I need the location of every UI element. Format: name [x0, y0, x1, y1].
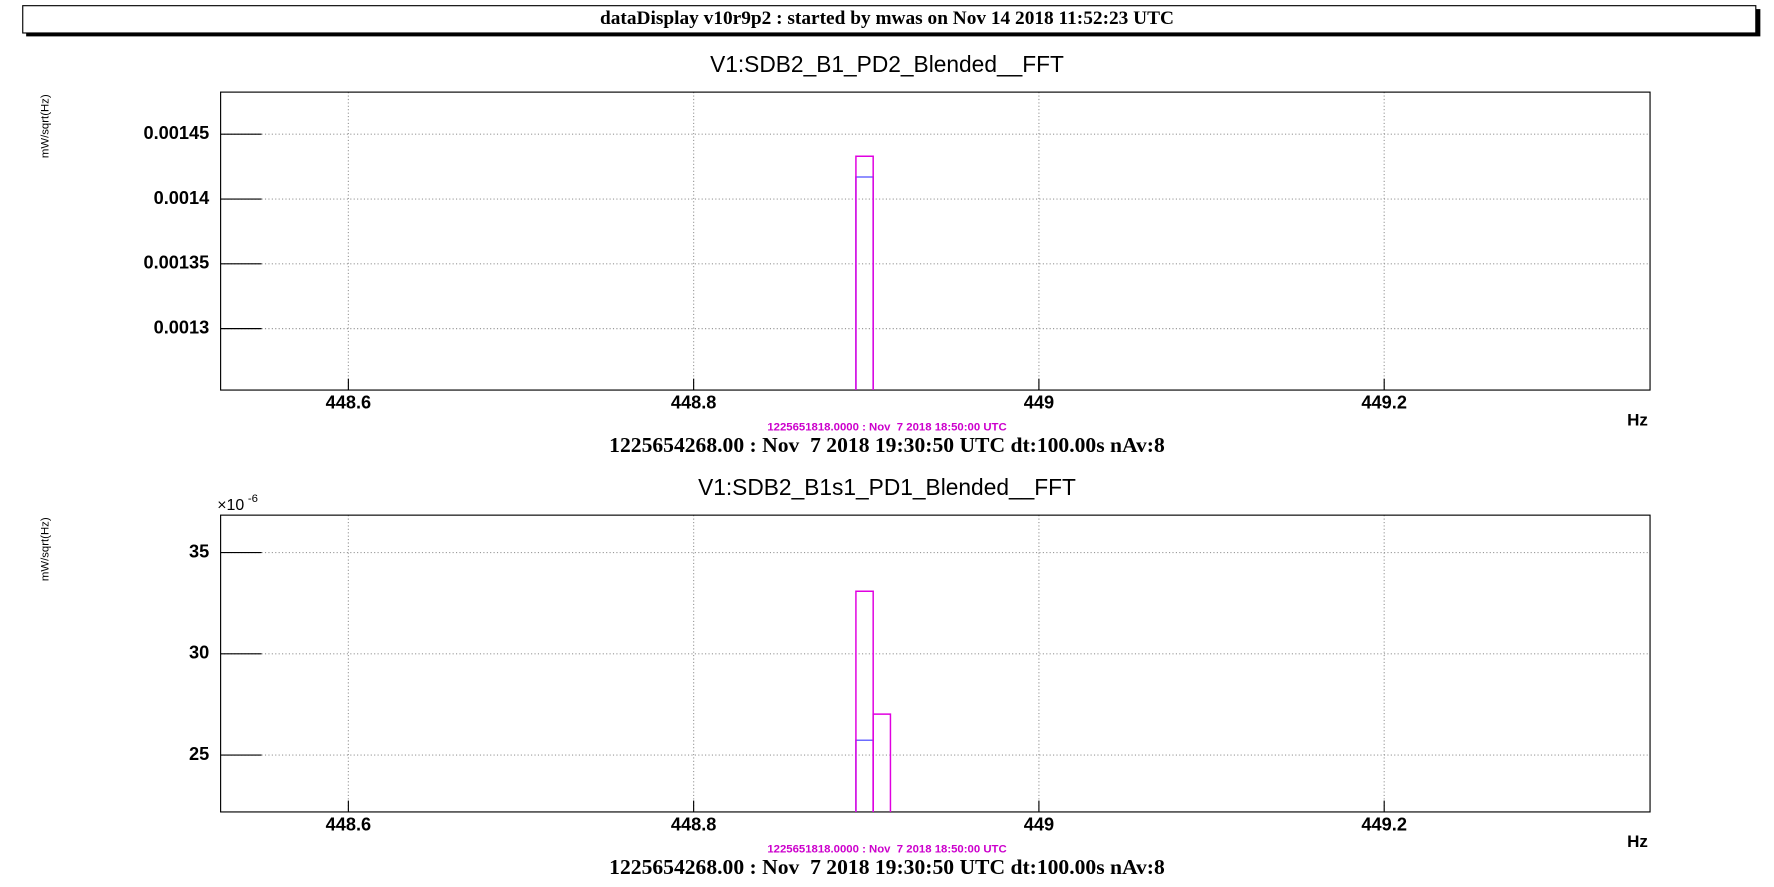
y-tick-label: 0.0013: [154, 317, 210, 337]
y-tick-label: 30: [189, 643, 209, 663]
histogram-bin: [855, 590, 874, 812]
plot-area: [855, 155, 874, 391]
footer: 1225654268.00 : Nov 7 2018 19:30:50 UTC …: [609, 855, 1165, 879]
plot-frame: [220, 91, 1651, 391]
x-tick-label: 449.2: [1361, 814, 1407, 834]
histogram-bin: [855, 155, 874, 391]
footer: 1225654268.00 : Nov 7 2018 19:30:50 UTC …: [609, 433, 1165, 457]
histogram-bin: [855, 739, 874, 812]
y-tick-label: 25: [189, 744, 209, 764]
multiplier-base: ×10: [217, 497, 244, 514]
y-axis-label: mW/sqrt(Hz): [39, 94, 51, 158]
histogram-bin: [855, 176, 874, 391]
histogram-bin: [872, 713, 892, 812]
chart-title: V1:SDB2_B1_PD2_Blended__FFT: [710, 51, 1064, 77]
y-tick-label: 35: [189, 541, 209, 561]
header-box: [22, 5, 1757, 34]
x-tick-label: 448.8: [671, 393, 717, 413]
y-axis-label: mW/sqrt(Hz): [39, 517, 51, 581]
multiplier-exponent: -6: [248, 493, 258, 505]
y-tick-label: 0.00135: [143, 253, 209, 273]
annotation: 1225651818.0000 : Nov 7 2018 18:50:00 UT…: [767, 843, 1006, 855]
x-tick-label: 449: [1024, 814, 1054, 834]
chart-title: V1:SDB2_B1s1_PD1_Blended__FFT: [698, 474, 1076, 500]
y-tick-label: 0.00145: [143, 123, 209, 143]
plot-frame: [220, 514, 1651, 813]
header-title: dataDisplay v10r9p2 : started by mwas on…: [600, 8, 1174, 29]
y-tick-label: 0.0014: [154, 188, 211, 208]
x-axis-label: Hz: [1627, 832, 1648, 851]
x-tick-label: 448.6: [326, 814, 372, 834]
plot-area: [855, 590, 892, 812]
x-tick-label: 448.6: [326, 393, 372, 413]
x-tick-label: 449: [1024, 393, 1054, 413]
x-tick-label: 448.8: [671, 814, 717, 834]
annotation: 1225651818.0000 : Nov 7 2018 18:50:00 UT…: [767, 422, 1006, 434]
x-axis-label: Hz: [1627, 410, 1648, 429]
x-tick-label: 449.2: [1361, 393, 1407, 413]
